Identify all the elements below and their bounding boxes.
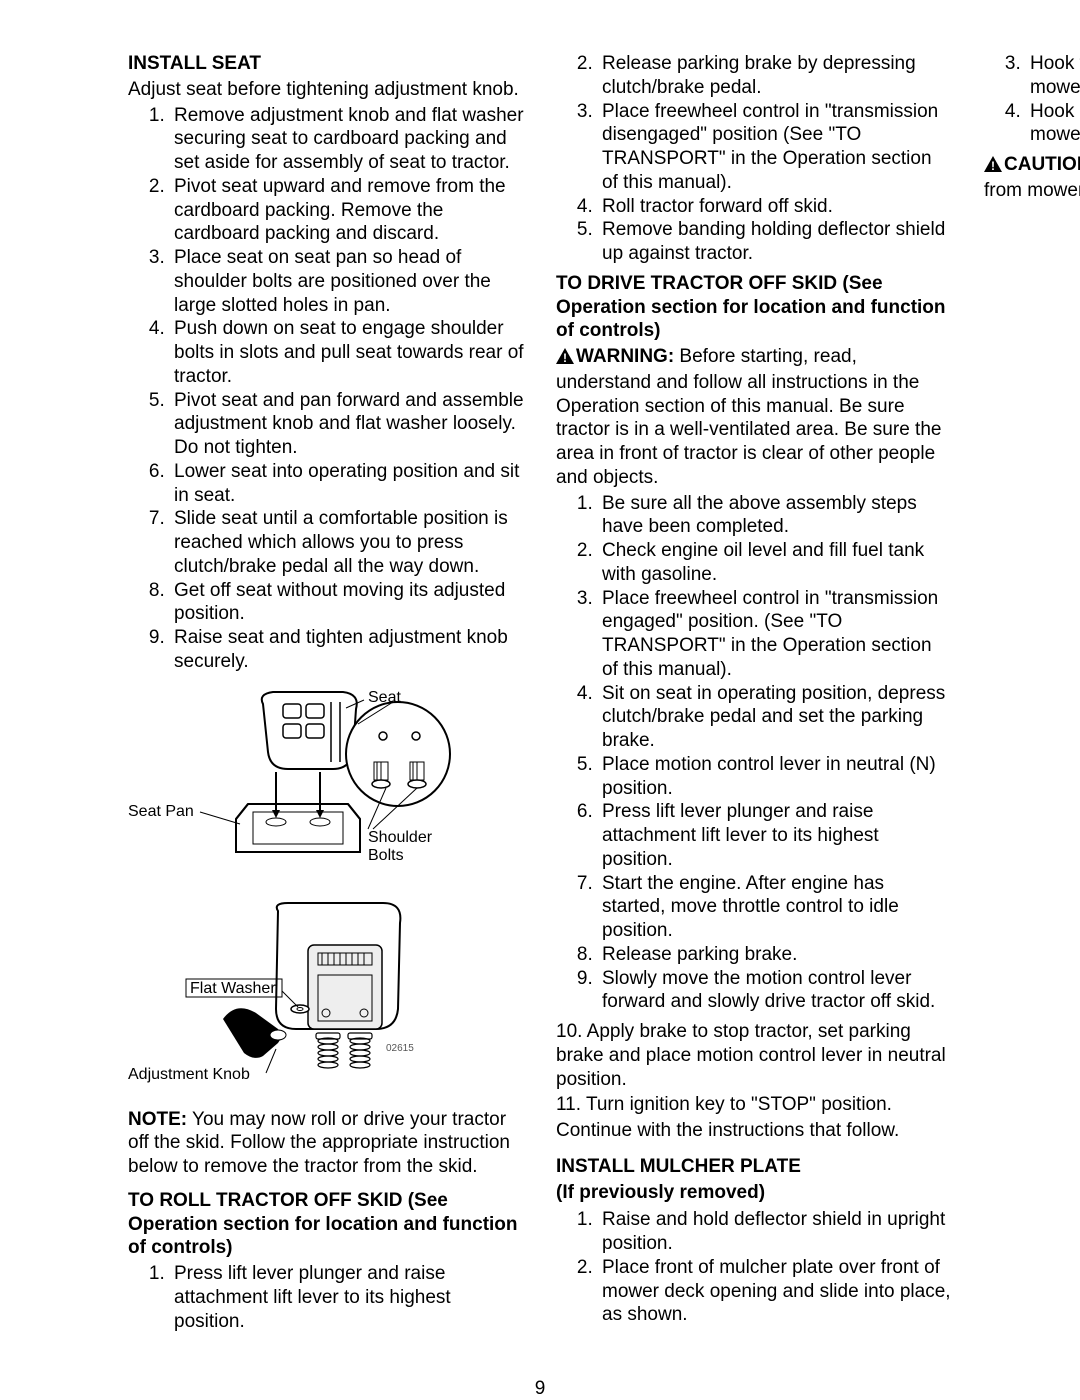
drive-step-11: 11. Turn ignition key to "STOP" position…	[556, 1093, 952, 1117]
svg-text:02615: 02615	[386, 1043, 414, 1054]
list-item: Release parking brake.	[598, 943, 952, 967]
list-item: Sit on seat in operating position, depre…	[598, 682, 952, 753]
list-item: Place seat on seat pan so head of should…	[170, 246, 524, 317]
list-item: Press lift lever plunger and raise attac…	[170, 1262, 524, 1333]
list-item: Lower seat into operating position and s…	[170, 460, 524, 508]
list-item: Pivot seat and pan forward and assemble …	[170, 389, 524, 460]
list-item: Raise seat and tighten adjustment knob s…	[170, 626, 524, 674]
list-item: Check engine oil level and fill fuel tan…	[598, 539, 952, 587]
list-item: Release parking brake by depressing clut…	[598, 52, 952, 100]
install-seat-intro: Adjust seat before tightening adjustment…	[128, 78, 524, 102]
fig2-washer-label: Flat Washer	[190, 980, 276, 997]
list-item: Be sure all the above assembly steps hav…	[598, 492, 952, 540]
warning-body: Before starting, read, understand and fo…	[556, 346, 941, 488]
warning-prefix: WARNING:	[576, 346, 674, 367]
caution-prefix: CAUTION	[1004, 154, 1080, 175]
drive-step-10: 10. Apply brake to stop tractor, set par…	[556, 1020, 952, 1091]
mulcher-heading: INSTALL MULCHER PLATE	[556, 1155, 952, 1179]
list-item: Remove banding holding deflector shield …	[598, 218, 952, 266]
caution-icon: !	[984, 155, 1002, 179]
list-item: Pivot seat upward and remove from the ca…	[170, 175, 524, 246]
fig2-knob-label: Adjustment Knob	[128, 1066, 250, 1083]
roll-list-b: Release parking brake by depressing clut…	[556, 52, 952, 266]
svg-text:!: !	[991, 159, 995, 172]
list-item: Place front of mulcher plate over front …	[598, 1256, 952, 1327]
seat-figure-2: 02615 Flat Washer Adjustment Knob	[128, 901, 524, 1096]
continue-text: Continue with the instructions that foll…	[556, 1119, 952, 1143]
install-seat-list: Remove adjustment knob and flat washer s…	[128, 104, 524, 674]
note-prefix: NOTE:	[128, 1109, 187, 1130]
list-item: Place motion control lever in neutral (N…	[598, 753, 952, 801]
list-item: Slowly move the motion control lever for…	[598, 967, 952, 1015]
seat-figure-1: Seat Seat Pan Shoulder Bolts	[128, 684, 524, 889]
svg-text:!: !	[563, 351, 567, 364]
roll-heading: TO ROLL TRACTOR OFF SKID (See Operation …	[128, 1189, 524, 1260]
list-item: Get off seat without moving its adjusted…	[170, 579, 524, 627]
warning-icon: !	[556, 347, 574, 371]
drive-heading: TO DRIVE TRACTOR OFF SKID (See Operation…	[556, 272, 952, 343]
fig1-seat-label: Seat	[368, 689, 401, 706]
list-item: Push down on seat to engage shoulder bol…	[170, 317, 524, 388]
drive-list: Be sure all the above assembly steps hav…	[556, 492, 952, 1015]
list-item: Place freewheel control in "transmission…	[598, 100, 952, 195]
fig1-seatpan-label: Seat Pan	[128, 803, 194, 820]
mulcher-sub: (If previously removed)	[556, 1181, 952, 1205]
list-item: Raise and hold deflector shield in uprig…	[598, 1208, 952, 1256]
note-paragraph: NOTE: You may now roll or drive your tra…	[128, 1108, 524, 1179]
list-item: Hook front latch into hole on front of m…	[1026, 52, 1080, 100]
list-item: Slide seat until a comfortable position …	[170, 507, 524, 578]
fig1-bolts-label1: Shoulder	[368, 829, 433, 846]
fig1-bolts-label2: Bolts	[368, 847, 404, 864]
list-item: Roll tractor forward off skid.	[598, 195, 952, 219]
list-item: Remove adjustment knob and flat washer s…	[170, 104, 524, 175]
list-item: Hook rear latch into hole on back of mow…	[1026, 100, 1080, 148]
install-seat-heading: INSTALL SEAT	[128, 52, 524, 76]
warning-paragraph: ! WARNING: Before starting, read, unders…	[556, 345, 952, 490]
roll-list-a: Press lift lever plunger and raise attac…	[128, 1262, 524, 1333]
list-item: Place freewheel control in "transmission…	[598, 587, 952, 682]
list-item: Start the engine. After engine has start…	[598, 872, 952, 943]
caution-paragraph: ! CAUTION: Do not remove deflector shiel…	[984, 153, 1080, 203]
list-item: Press lift lever plunger and raise attac…	[598, 800, 952, 871]
